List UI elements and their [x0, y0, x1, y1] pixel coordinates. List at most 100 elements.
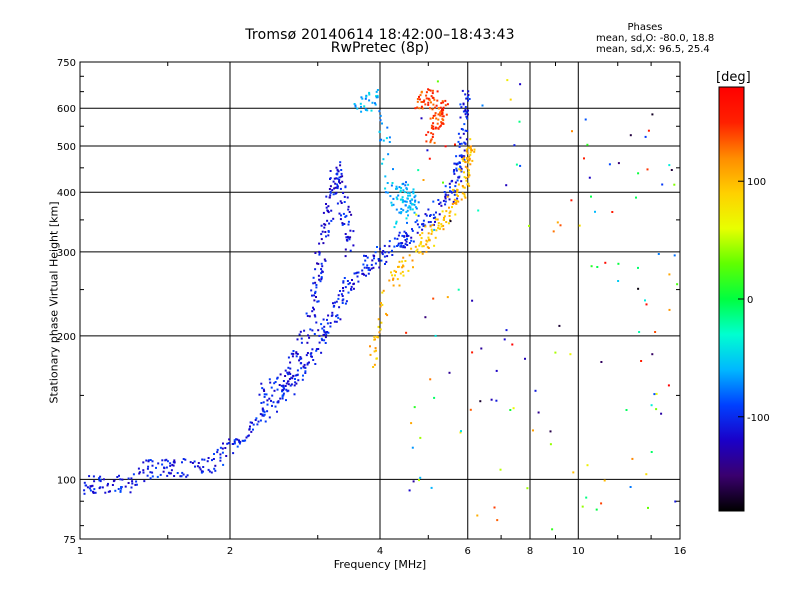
noise-point — [673, 183, 676, 186]
scatter-point — [135, 483, 138, 486]
scatter-point — [341, 302, 344, 304]
scatter-point — [467, 90, 470, 93]
scatter-point — [89, 489, 92, 492]
scatter-point — [381, 253, 384, 256]
scatter-point — [459, 169, 462, 172]
scatter-point — [120, 486, 122, 489]
grid-lines — [80, 62, 680, 539]
scatter-point — [98, 477, 100, 480]
scatter-point — [329, 170, 332, 172]
scatter-point — [216, 451, 219, 454]
scatter-point — [312, 282, 315, 285]
scatter-point — [371, 101, 374, 104]
noise-point — [647, 129, 650, 132]
scatter-point — [320, 224, 323, 227]
x-tick-label: 16 — [674, 546, 687, 557]
scatter-point — [146, 467, 149, 470]
scatter-point — [165, 458, 168, 461]
scatter-point — [131, 480, 134, 483]
scatter-point — [350, 288, 353, 291]
scatter-point — [344, 233, 347, 235]
scatter-point — [425, 97, 428, 100]
scatter-point — [347, 223, 350, 226]
scatter-point — [342, 212, 345, 215]
scatter-point — [354, 104, 357, 107]
scatter-point — [348, 238, 351, 241]
y-axis-label: Stationary phase Virtual Height [km] — [47, 201, 61, 404]
scatter-point — [468, 159, 471, 162]
scatter-point — [428, 89, 431, 91]
scatter-point — [404, 243, 407, 246]
scatter-point — [159, 473, 162, 476]
scatter-point — [248, 428, 251, 431]
scatter-point — [375, 357, 378, 360]
scatter-point — [370, 263, 373, 266]
colorbar-tick-label: 100 — [747, 177, 766, 188]
scatter-point — [355, 272, 357, 275]
scatter-point — [382, 289, 385, 292]
scatter-point — [468, 174, 471, 177]
scatter-point — [429, 139, 432, 142]
scatter-point — [396, 245, 399, 247]
scatter-point — [420, 237, 423, 240]
scatter-point — [402, 182, 405, 185]
scatter-point — [337, 316, 340, 319]
scatter-point — [325, 333, 328, 336]
scatter-point — [131, 482, 134, 485]
scatter-point — [309, 328, 312, 331]
scatter-point — [329, 325, 332, 328]
scatter-point — [262, 401, 265, 404]
scatter-point — [321, 270, 324, 273]
noise-point — [418, 479, 420, 482]
noise-point — [426, 149, 429, 152]
scatter-point — [398, 186, 401, 189]
scatter-point — [342, 281, 345, 284]
scatter-point — [449, 210, 452, 213]
scatter-point — [356, 271, 359, 274]
scatter-point — [277, 400, 280, 403]
scatter-point — [147, 465, 150, 468]
y-tick-label: 100 — [57, 475, 76, 486]
scatter-point — [444, 193, 447, 196]
scatter-point — [289, 373, 292, 375]
scatter-point — [328, 196, 331, 199]
noise-point — [660, 412, 663, 415]
scatter-point — [327, 314, 330, 317]
scatter-point — [393, 237, 396, 240]
scatter-point — [286, 371, 289, 374]
scatter-point — [396, 237, 399, 240]
scatter-point — [425, 91, 428, 94]
noise-point — [588, 176, 591, 179]
scatter-point — [373, 363, 376, 366]
scatter-point — [399, 198, 402, 201]
scatter-point — [86, 486, 89, 489]
scatter-point — [273, 382, 276, 385]
scatter-point — [462, 159, 465, 162]
scatter-point — [161, 463, 164, 466]
colorbar-tick-label: -100 — [747, 413, 770, 424]
noise-point — [430, 486, 433, 489]
scatter-point — [400, 207, 403, 210]
scatter-point — [432, 125, 435, 128]
noise-point — [515, 163, 518, 166]
scatter-point — [459, 136, 462, 139]
scatter-point — [316, 300, 319, 303]
scatter-point — [452, 170, 455, 173]
scatter-point — [431, 224, 434, 227]
scatter-point — [416, 219, 419, 222]
scatter-point — [411, 259, 414, 262]
scatter-point — [311, 310, 314, 313]
scatter-point — [448, 198, 451, 201]
scatter-point — [339, 182, 342, 185]
scatter-point — [142, 471, 145, 474]
scatter-point — [412, 188, 415, 191]
scatter-point — [458, 154, 461, 157]
scatter-point — [434, 114, 437, 117]
scatter-point — [410, 239, 413, 242]
scatter-point — [293, 393, 296, 396]
scatter-point — [311, 294, 313, 297]
scatter-point — [455, 169, 458, 172]
scatter-point — [404, 184, 407, 187]
scatter-point — [83, 481, 86, 484]
scatter-point — [427, 131, 430, 134]
